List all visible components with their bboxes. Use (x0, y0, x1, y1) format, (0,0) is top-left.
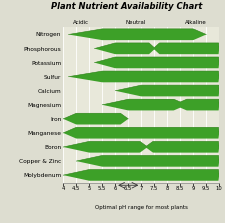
Polygon shape (63, 141, 218, 153)
Polygon shape (102, 99, 218, 110)
Polygon shape (63, 113, 128, 124)
X-axis label: Optimal pH range for most plants: Optimal pH range for most plants (94, 205, 187, 210)
Polygon shape (76, 155, 218, 167)
Polygon shape (115, 85, 218, 96)
Polygon shape (68, 71, 218, 82)
Polygon shape (68, 29, 205, 40)
Polygon shape (94, 57, 218, 68)
Polygon shape (94, 43, 218, 54)
Polygon shape (63, 127, 218, 138)
Polygon shape (63, 169, 218, 181)
Text: Plant Nutrient Availability Chart: Plant Nutrient Availability Chart (51, 2, 201, 11)
